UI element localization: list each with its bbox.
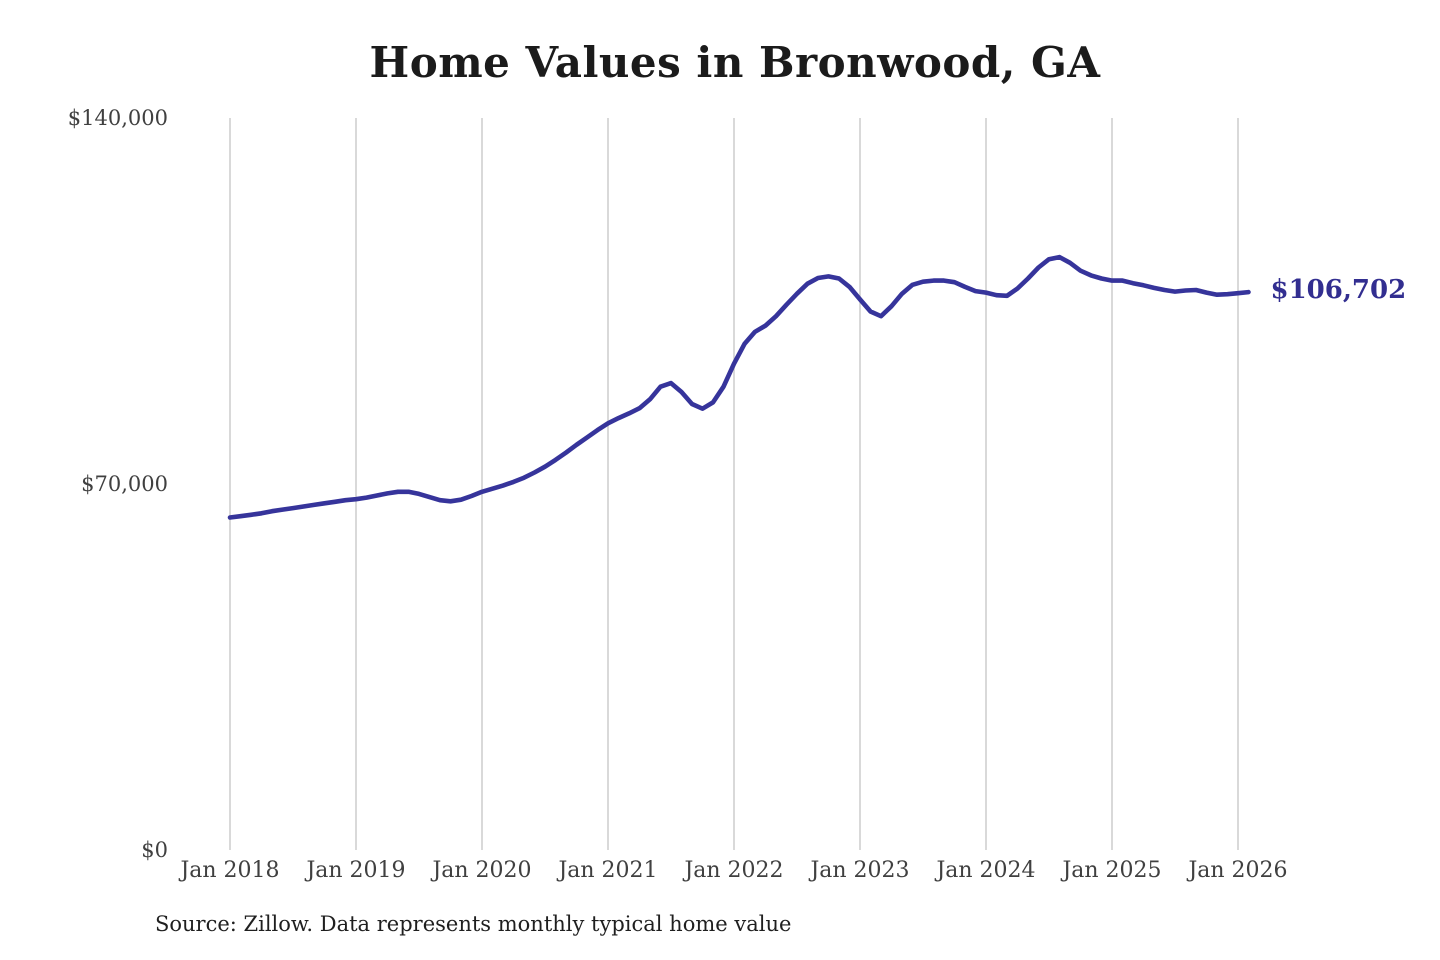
y-axis-tick-label: $0 (141, 838, 168, 862)
x-axis-tick-label: Jan 2022 (684, 858, 784, 883)
chart-title: Home Values in Bronwood, GA (369, 38, 1101, 87)
y-axis-tick-label: $140,000 (67, 106, 168, 130)
x-axis-tick-label: Jan 2023 (810, 858, 910, 883)
x-axis-tick-label: Jan 2025 (1062, 858, 1162, 883)
x-axis-tick-label: Jan 2019 (306, 858, 406, 883)
x-axis-tick-label: Jan 2018 (180, 858, 280, 883)
latest-value-label: $106,702 (1270, 275, 1407, 306)
x-axis-tick-label: Jan 2021 (558, 858, 658, 883)
source-note: Source: Zillow. Data represents monthly … (155, 912, 792, 936)
x-axis-tick-label: Jan 2026 (1188, 858, 1288, 883)
home-value-line-series (227, 254, 1251, 520)
y-axis-tick-label: $70,000 (81, 472, 168, 496)
x-axis-tick-label: Jan 2020 (432, 858, 532, 883)
x-axis-tick-label: Jan 2024 (936, 858, 1036, 883)
